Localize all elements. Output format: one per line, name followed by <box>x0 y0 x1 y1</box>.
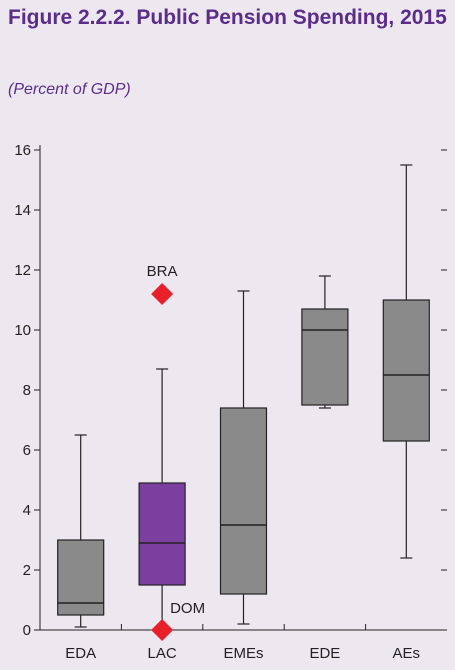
x-tick-label: EDA <box>65 645 96 662</box>
point-label-bra: BRA <box>147 263 178 280</box>
y-tick-label: 6 <box>23 442 31 459</box>
marker-bra <box>151 283 174 305</box>
y-tick-label: 10 <box>14 322 31 339</box>
y-tick-label: 2 <box>23 562 31 579</box>
marker-dom <box>151 619 174 641</box>
box-lac <box>138 482 186 586</box>
x-tick-label: EMEs <box>223 645 263 662</box>
box-emes <box>219 407 268 595</box>
y-tick-label: 8 <box>23 382 31 399</box>
y-tick-label: 0 <box>23 622 31 639</box>
x-tick-label: EDE <box>309 645 340 662</box>
x-tick-label: AEs <box>393 645 421 662</box>
y-tick-label: 4 <box>23 502 31 519</box>
y-tick-label: 16 <box>14 142 31 159</box>
x-tick-label: LAC <box>148 645 177 662</box>
point-label-dom: DOM <box>170 600 205 617</box>
figure-title: Figure 2.2.2. Public Pension Spending, 2… <box>8 6 447 29</box>
figure-subtitle: (Percent of GDP) <box>8 81 131 98</box>
y-tick-label: 12 <box>14 262 31 279</box>
y-tick-label: 14 <box>14 202 31 219</box>
box-aes <box>382 299 430 442</box>
box-ede <box>301 308 349 406</box>
